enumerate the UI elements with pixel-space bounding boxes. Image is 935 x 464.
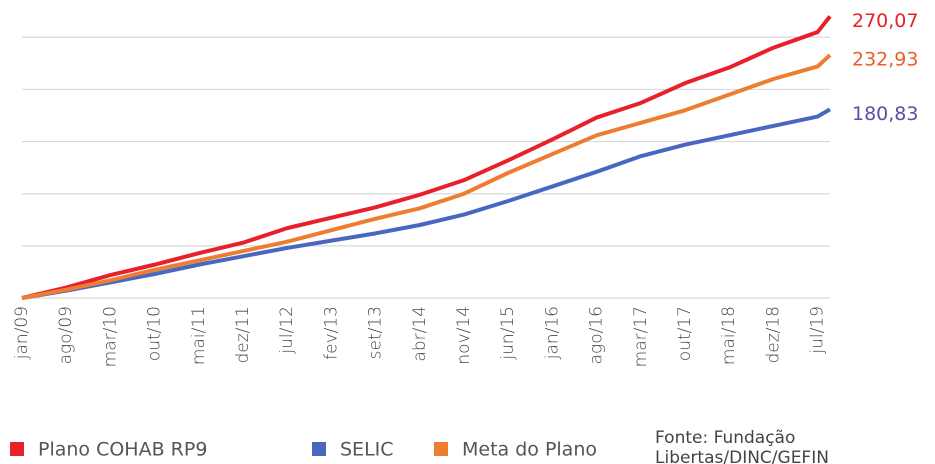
series-line (21, 15, 832, 300)
x-tick-label: fev/13 (321, 306, 341, 360)
legend-swatch (10, 442, 24, 456)
x-tick-label: jun/15 (498, 306, 518, 361)
x-tick-label: jan/09 (12, 306, 32, 360)
end-label: 180,83 (852, 103, 918, 125)
source-note: Fonte: Fundação Libertas/DINC/GEFIN (655, 428, 829, 464)
x-tick-label: out/17 (675, 306, 695, 361)
x-tick-label: mai/18 (719, 306, 739, 365)
legend-label: SELIC (340, 439, 394, 461)
x-tick-label: dez/18 (763, 306, 783, 364)
legend-swatch (434, 442, 448, 456)
x-tick-label: ago/16 (587, 306, 607, 364)
end-label: 232,93 (852, 49, 918, 71)
x-tick-label: dez/11 (233, 306, 253, 364)
x-tick-label: jul/12 (277, 306, 297, 355)
legend-label: Meta do Plano (462, 439, 597, 461)
x-tick-label: abr/14 (410, 306, 430, 362)
x-tick-label: mar/17 (631, 306, 651, 367)
x-tick-label: out/10 (145, 306, 165, 361)
x-tick-label: set/13 (366, 306, 386, 359)
series-line (21, 53, 832, 300)
x-tick-label: jan/16 (542, 306, 562, 360)
x-tick-label: mai/11 (189, 306, 209, 365)
x-tick-label: jul/19 (808, 306, 828, 355)
series-line (21, 107, 831, 300)
x-tick-label: nov/14 (454, 306, 474, 365)
legend-swatch (312, 442, 326, 456)
x-tick-label: mar/10 (100, 306, 120, 367)
end-label: 270,07 (852, 10, 918, 32)
legend-label: Plano COHAB RP9 (38, 439, 207, 461)
x-tick-label: ago/09 (56, 306, 76, 364)
